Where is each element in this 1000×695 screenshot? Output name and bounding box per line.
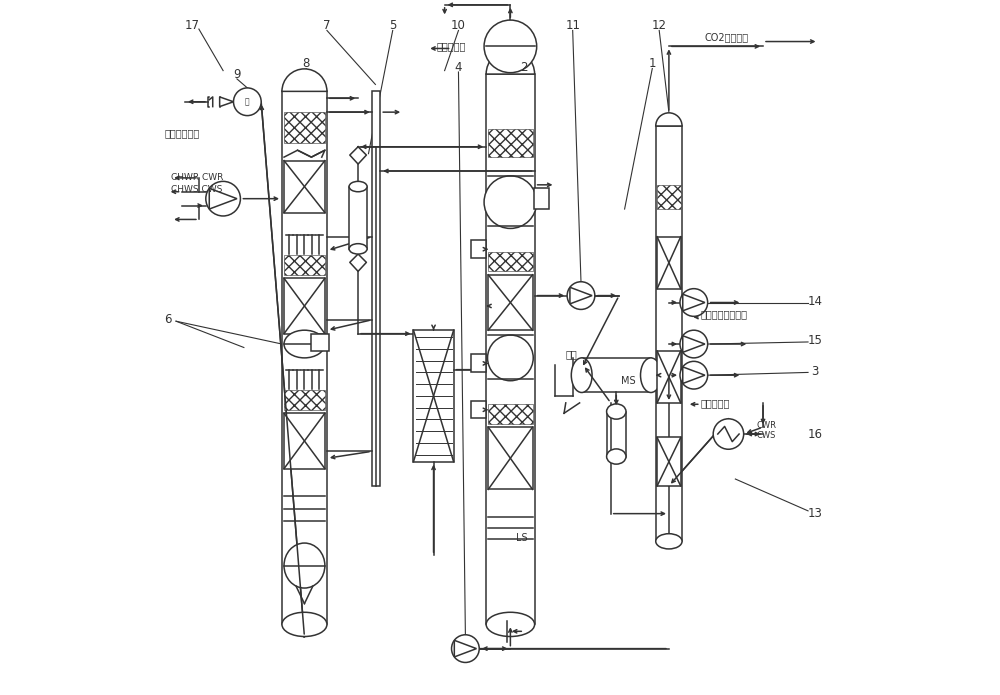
Ellipse shape (641, 358, 661, 393)
Bar (413, 330, 454, 461)
Text: CWS: CWS (756, 431, 775, 440)
Text: 水封: 水封 (565, 350, 577, 359)
Bar (607, 411, 626, 457)
Ellipse shape (607, 404, 626, 419)
Text: 11: 11 (565, 19, 580, 32)
Text: 至乙二醇精餾系統: 至乙二醇精餾系統 (701, 309, 748, 319)
Text: 16: 16 (807, 427, 822, 441)
Circle shape (206, 181, 240, 216)
Bar (657, 237, 681, 288)
Text: 15: 15 (808, 334, 822, 347)
Bar (534, 188, 549, 209)
Text: CWR: CWR (756, 420, 776, 430)
Text: 4: 4 (455, 60, 462, 74)
Bar (284, 256, 325, 275)
Circle shape (484, 20, 537, 73)
Wedge shape (282, 69, 327, 91)
Bar (311, 334, 329, 351)
Bar (349, 186, 367, 249)
Text: 2: 2 (520, 60, 528, 74)
Text: 8: 8 (302, 57, 310, 70)
Bar (282, 91, 327, 624)
Text: 至氧混器入口: 至氧混器入口 (164, 128, 200, 138)
Text: 至回收系統: 至回收系統 (437, 42, 466, 51)
Polygon shape (683, 294, 705, 311)
Bar (471, 240, 486, 258)
Circle shape (713, 419, 744, 449)
Text: 5: 5 (389, 19, 396, 32)
Bar (284, 112, 325, 143)
Text: CHWS CWS: CHWS CWS (171, 185, 223, 194)
Text: 注: 注 (245, 97, 250, 106)
Text: 6: 6 (164, 313, 171, 327)
Ellipse shape (282, 612, 327, 637)
Bar (488, 252, 533, 271)
Ellipse shape (349, 244, 367, 254)
Circle shape (484, 176, 537, 229)
Text: 10: 10 (451, 19, 466, 32)
Ellipse shape (607, 449, 626, 464)
Ellipse shape (284, 543, 325, 588)
Polygon shape (570, 287, 592, 304)
Polygon shape (220, 97, 233, 106)
Bar (657, 185, 681, 209)
Circle shape (567, 281, 595, 309)
Bar (284, 391, 325, 410)
Text: 除鹽水補水: 除鹽水補水 (701, 398, 730, 408)
Text: 14: 14 (807, 295, 822, 308)
Text: LS: LS (516, 533, 528, 543)
Text: 17: 17 (184, 19, 199, 32)
Ellipse shape (349, 181, 367, 192)
Circle shape (452, 635, 479, 662)
Polygon shape (209, 188, 237, 209)
Text: 1: 1 (649, 57, 656, 70)
Bar (657, 351, 681, 403)
Bar (284, 278, 325, 334)
Text: CHWR CWR: CHWR CWR (171, 174, 224, 182)
Polygon shape (454, 640, 476, 657)
Bar (656, 126, 682, 541)
Text: 7: 7 (323, 19, 331, 32)
Text: 13: 13 (808, 507, 822, 520)
Bar (372, 91, 380, 486)
Bar (471, 401, 486, 418)
Bar (486, 74, 535, 624)
Polygon shape (683, 336, 705, 352)
Bar (582, 358, 651, 393)
Bar (488, 129, 533, 157)
Bar (284, 161, 325, 213)
Polygon shape (683, 367, 705, 384)
Bar (657, 437, 681, 486)
Wedge shape (656, 113, 682, 126)
Ellipse shape (486, 612, 535, 637)
Bar (488, 404, 533, 424)
Ellipse shape (284, 330, 325, 358)
Text: 9: 9 (233, 67, 241, 81)
Circle shape (488, 335, 533, 381)
Ellipse shape (656, 534, 682, 549)
Bar (488, 427, 533, 489)
Circle shape (680, 288, 708, 316)
Ellipse shape (571, 358, 592, 393)
Text: CO2回収単元: CO2回収単元 (704, 33, 748, 42)
Circle shape (233, 88, 261, 115)
Wedge shape (486, 50, 535, 74)
Circle shape (680, 361, 708, 389)
Text: 3: 3 (811, 366, 819, 378)
Bar (284, 414, 325, 468)
Text: MS: MS (621, 376, 636, 386)
Circle shape (680, 330, 708, 358)
Text: 12: 12 (652, 19, 667, 32)
Bar (488, 275, 533, 330)
Bar (471, 354, 486, 372)
